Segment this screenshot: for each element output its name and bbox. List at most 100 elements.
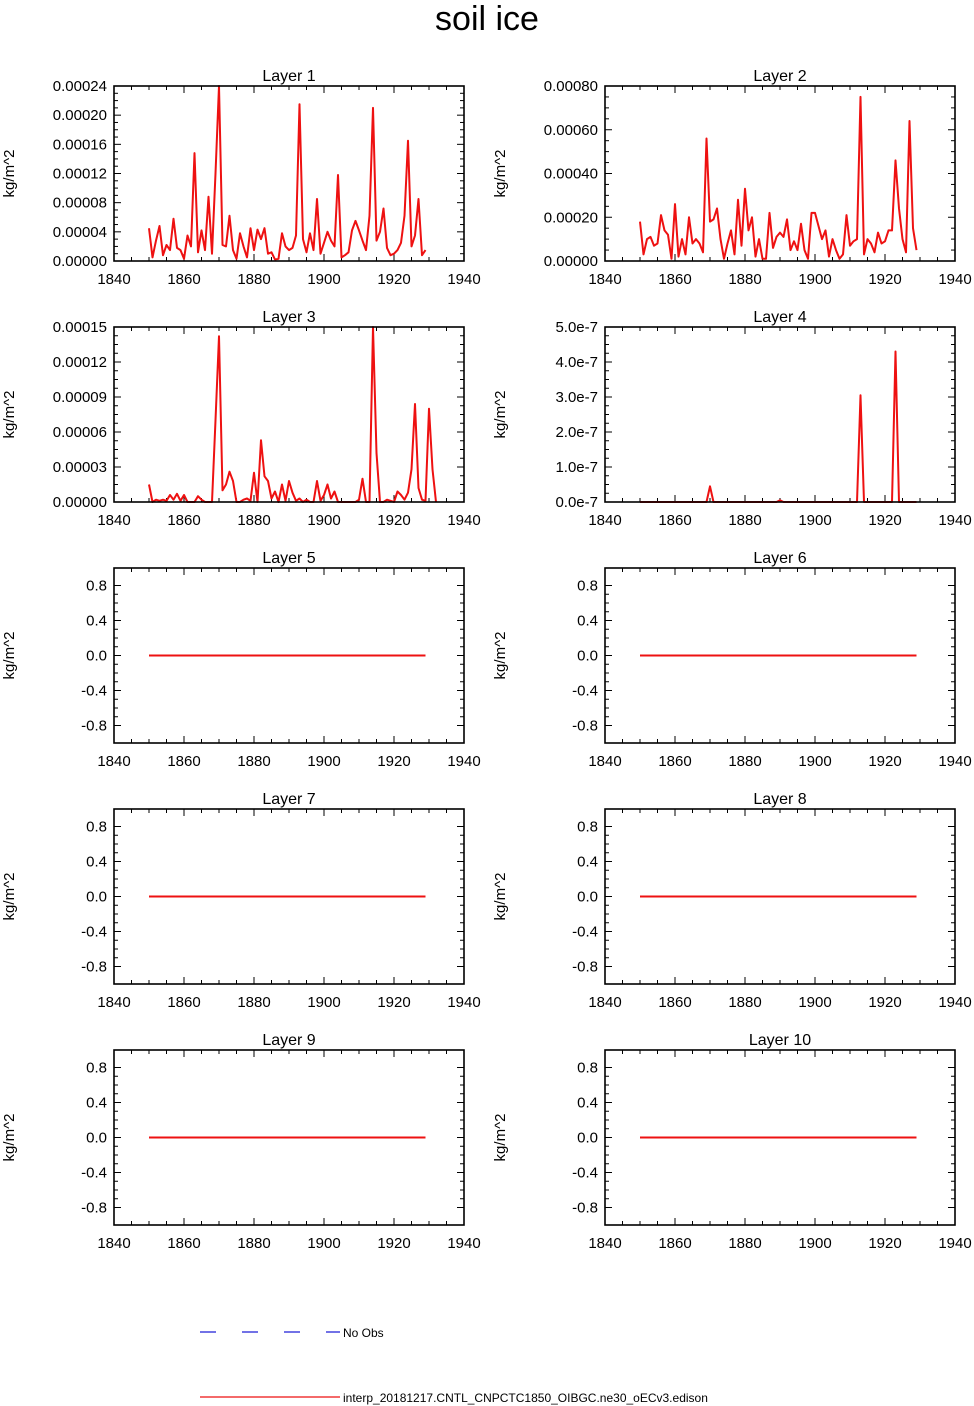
y-tick-label: 0.8 [86,578,107,595]
y-tick-label: 0.00000 [544,253,598,270]
x-tick-label: 1900 [798,1235,831,1252]
y-tick-label: 0.4 [577,613,598,630]
y-tick-label: 0.4 [86,854,107,871]
plot-frame [113,567,465,744]
x-tick-label: 1860 [658,1235,691,1252]
y-axis-label: kg/m^2 [492,873,509,921]
panel-layer-5: Layer 5 kg/m^2 1840 1860 1880 1900 1920 1940 -0.… [1,550,481,770]
y-tick-label: 0.4 [86,613,107,630]
x-tick-label: 1900 [798,512,831,529]
y-tick-label: 3.0e-7 [555,389,598,406]
x-tick-label: 1880 [728,271,761,288]
y-tick-label: 0.4 [86,1095,107,1112]
panel-title: Layer 8 [753,791,806,808]
panel-title: Layer 4 [753,309,806,326]
y-tick-label: 0.00000 [53,494,107,511]
panel-layer-1: Layer 1 kg/m^2 1840 1860 1880 1900 1920 1940 0.0… [1,68,481,288]
x-tick-label: 1940 [447,753,480,770]
x-tick-label: 1880 [237,994,270,1011]
x-tick-label: 1940 [447,512,480,529]
x-tick-label: 1940 [447,1235,480,1252]
y-tick-label: 0.00008 [53,195,107,212]
panel-layer-6: Layer 6 kg/m^2 1840 1860 1880 1900 1920 1940 -0.… [492,550,972,770]
y-tick-label: 0.00004 [53,224,107,241]
y-tick-label: 0.4 [577,1095,598,1112]
y-tick-label: 0.8 [577,578,598,595]
y-axis-label: kg/m^2 [1,391,18,439]
series-line-model [148,85,427,261]
x-tick-label: 1900 [307,1235,340,1252]
x-tick-label: 1940 [938,753,971,770]
x-tick-label: 1920 [377,994,410,1011]
y-axis-label: kg/m^2 [492,632,509,680]
y-tick-label: 0.00020 [53,107,107,124]
y-tick-label: 0.00020 [544,209,598,226]
panel-title: Layer 5 [262,550,315,567]
x-tick-label: 1900 [798,753,831,770]
y-axis-label: kg/m^2 [492,1114,509,1162]
panel-title: Layer 1 [262,68,315,85]
x-tick-label: 1940 [938,512,971,529]
panel-layer-4: Layer 4 kg/m^2 1840 1860 1880 1900 1920 1940 0.0… [492,309,972,529]
y-tick-label: -0.8 [81,1200,107,1217]
x-tick-label: 1880 [728,1235,761,1252]
y-tick-label: -0.8 [572,1200,598,1217]
x-tick-label: 1940 [938,271,971,288]
x-tick-label: 1840 [97,994,130,1011]
legend-label-model: interp_20181217.CNTL_CNPCTC1850_OIBGC.ne… [343,1391,708,1405]
y-tick-label: -0.4 [81,1165,107,1182]
x-tick-label: 1940 [938,1235,971,1252]
panel-title: Layer 2 [753,68,806,85]
y-tick-label: -0.8 [572,718,598,735]
x-tick-label: 1900 [798,994,831,1011]
plot-frame [604,326,956,503]
x-tick-label: 1840 [97,1235,130,1252]
plot-frame [113,85,465,262]
x-tick-label: 1880 [237,1235,270,1252]
y-tick-label: 0.00015 [53,319,107,336]
panel-layer-9: Layer 9 kg/m^2 1840 1860 1880 1900 1920 1940 -0.… [1,1032,481,1252]
y-tick-label: -0.4 [572,924,598,941]
series-line-model [148,326,437,503]
panel-title: Layer 6 [753,550,806,567]
x-tick-label: 1860 [658,271,691,288]
panel-layer-2: Layer 2 kg/m^2 1840 1860 1880 1900 1920 1940 0.0… [492,68,972,288]
x-tick-label: 1860 [167,753,200,770]
y-tick-label: -0.4 [81,683,107,700]
x-tick-label: 1840 [97,512,130,529]
y-axis-label: kg/m^2 [1,150,18,198]
legend: No Obs interp_20181217.CNTL_CNPCTC1850_O… [200,1326,708,1405]
y-tick-label: 0.0 [577,1130,598,1147]
x-tick-label: 1940 [938,994,971,1011]
panel-layer-7: Layer 7 kg/m^2 1840 1860 1880 1900 1920 1940 -0.… [1,791,481,1011]
y-tick-label: 0.00003 [53,459,107,476]
y-tick-label: 1.0e-7 [555,459,598,476]
panels: Layer 1 kg/m^2 1840 1860 1880 1900 1920 1940 0.0… [1,68,972,1252]
legend-entry-no-obs: No Obs [200,1326,384,1340]
x-tick-label: 1920 [377,1235,410,1252]
y-tick-label: 0.00000 [53,253,107,270]
x-tick-label: 1900 [307,512,340,529]
y-tick-label: 0.0 [577,648,598,665]
x-tick-label: 1900 [307,753,340,770]
x-tick-label: 1860 [658,994,691,1011]
x-tick-label: 1840 [97,271,130,288]
panel-layer-10: Layer 10 kg/m^2 1840 1860 1880 1900 1920 1940 -0… [492,1032,972,1252]
y-tick-label: -0.8 [81,718,107,735]
y-axis-label: kg/m^2 [492,391,509,439]
legend-entry-model: interp_20181217.CNTL_CNPCTC1850_OIBGC.ne… [200,1391,708,1405]
x-tick-label: 1920 [868,753,901,770]
x-tick-label: 1940 [447,271,480,288]
x-tick-label: 1880 [237,753,270,770]
y-tick-label: 5.0e-7 [555,319,598,336]
y-axis-label: kg/m^2 [1,873,18,921]
plot-frame [113,326,465,503]
y-tick-label: 0.0 [86,889,107,906]
panel-title: Layer 7 [262,791,315,808]
x-tick-label: 1920 [868,994,901,1011]
x-tick-label: 1860 [167,512,200,529]
y-tick-label: 0.00012 [53,354,107,371]
plot-frame [604,1049,956,1226]
plot-frame [113,808,465,985]
